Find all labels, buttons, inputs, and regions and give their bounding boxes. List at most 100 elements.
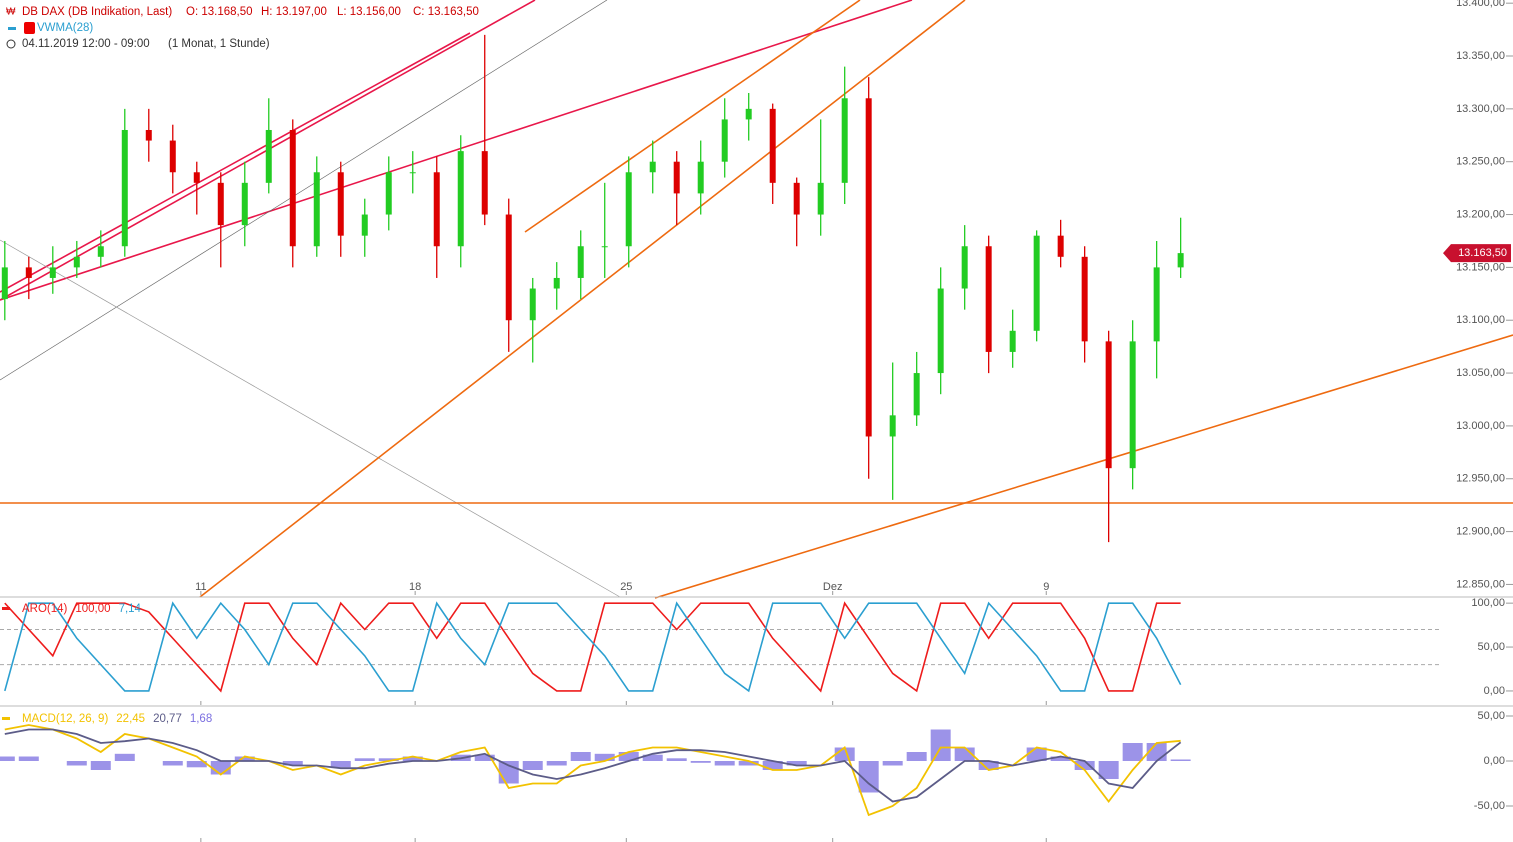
- histogram-bar: [762, 761, 783, 770]
- trend-line: [524, 0, 861, 233]
- y-tick-label: 12.900,00: [1456, 525, 1505, 537]
- histogram-bar: [186, 761, 207, 768]
- trend-line: [0, 0, 608, 381]
- candle-body: [961, 246, 968, 289]
- indicator-value: 20,77: [153, 713, 182, 725]
- indicator-value: 22,45: [116, 713, 145, 725]
- candle-body: [241, 182, 248, 226]
- histogram-bar: [18, 756, 39, 761]
- legend-swatch: [2, 717, 10, 720]
- candle-body: [313, 172, 320, 247]
- last-price-tag: [1443, 244, 1511, 263]
- candle-body: [409, 172, 416, 174]
- x-tick-label: 9: [1043, 581, 1049, 593]
- y-tick-label: 50,00: [1477, 641, 1505, 653]
- histogram-bar: [330, 761, 351, 768]
- candle-body: [145, 129, 152, 141]
- histogram-bar: [954, 747, 975, 761]
- legend-swatch: [2, 607, 10, 610]
- ohlc-low: L: 13.156,00: [337, 6, 401, 18]
- y-tick-label: 13.100,00: [1456, 314, 1505, 326]
- x-tick-label: Dez: [823, 581, 843, 593]
- histogram-bar: [402, 756, 423, 761]
- candle-body: [1009, 330, 1016, 352]
- histogram-bar: [906, 752, 927, 761]
- period: (1 Monat, 1 Stunde): [168, 38, 270, 50]
- legend-swatch: [8, 27, 16, 30]
- candle-body: [217, 182, 224, 226]
- candle-body: [937, 288, 944, 374]
- y-tick-label: 13.200,00: [1456, 208, 1505, 220]
- candle-body: [505, 214, 512, 321]
- candle-body: [985, 246, 992, 352]
- candle-body: [649, 161, 656, 173]
- candle-body: [337, 172, 344, 236]
- candle-body: [817, 182, 824, 215]
- indicator-title: ARO(14): [22, 603, 68, 615]
- trend-lines: [0, 0, 1513, 599]
- histogram-bar: [546, 761, 567, 766]
- y-tick-label: 12.950,00: [1456, 473, 1505, 485]
- candle-body: [457, 151, 464, 247]
- histogram-bar: [1074, 761, 1095, 770]
- range: 04.11.2019 12:00 - 09:00: [22, 38, 150, 50]
- trend-line: [0, 0, 913, 301]
- candle-body: [841, 98, 848, 183]
- candle-body: [193, 172, 200, 183]
- histogram-bar: [642, 754, 663, 761]
- trend-line: [0, 239, 621, 598]
- candle-body: [169, 140, 176, 173]
- y-tick-label: 0,00: [1484, 755, 1505, 767]
- histogram-bar: [618, 752, 639, 761]
- candle-body: [49, 267, 56, 278]
- histogram-bar: [666, 758, 687, 761]
- candle-body: [289, 129, 296, 247]
- histogram-bar: [0, 756, 15, 761]
- candle-body: [361, 214, 368, 236]
- y-tick-label: 13.400,00: [1456, 0, 1505, 9]
- histogram-bar: [594, 753, 615, 761]
- candle-body: [889, 415, 896, 437]
- indicator-line: [4, 601, 1182, 693]
- indicator-value: 1,68: [190, 713, 212, 725]
- histogram-bar: [882, 761, 903, 766]
- histogram-bar: [786, 761, 807, 766]
- histogram-bar: [1050, 756, 1071, 761]
- indicator-value: 100,00: [75, 603, 110, 615]
- histogram-bar: [282, 761, 303, 766]
- candle-body: [625, 172, 632, 247]
- histogram-bar: [1170, 759, 1191, 761]
- candle-body: [745, 108, 752, 120]
- candle-body: [697, 161, 704, 194]
- instrument: DB DAX (DB Indikation, Last): [22, 6, 172, 18]
- y-tick-label: -50,00: [1474, 800, 1505, 812]
- candle-body: [769, 108, 776, 183]
- candle-body: [73, 256, 80, 268]
- clock-icon: [6, 39, 16, 49]
- histogram-bar: [354, 758, 375, 761]
- y-tick-label: 50,00: [1477, 710, 1505, 722]
- legend: ₩ DB DAX (DB Indikation, Last) O: 13.168…: [6, 6, 479, 50]
- indicator-title: MACD(12, 26, 9): [22, 713, 108, 725]
- histogram-bar: [738, 761, 759, 766]
- candle-body: [265, 129, 272, 183]
- candle-body: [97, 246, 104, 257]
- histogram-bar: [474, 754, 495, 761]
- histogram-bar: [522, 761, 543, 770]
- histogram-bar: [210, 761, 231, 775]
- histogram-bar: [498, 761, 519, 784]
- indicator-line: [4, 728, 1182, 803]
- candle-body: [529, 288, 536, 321]
- trend-line: [654, 334, 1513, 599]
- histogram-bar: [978, 761, 999, 770]
- candle-body: [385, 172, 392, 215]
- candle-body: [721, 119, 728, 162]
- histogram-bar: [930, 729, 951, 761]
- x-tick-label: 25: [620, 581, 632, 593]
- y-tick-label: 13.300,00: [1456, 103, 1505, 115]
- x-tick-label: 11: [195, 581, 206, 593]
- histogram-bar: [858, 761, 879, 793]
- histogram-bar: [162, 761, 183, 766]
